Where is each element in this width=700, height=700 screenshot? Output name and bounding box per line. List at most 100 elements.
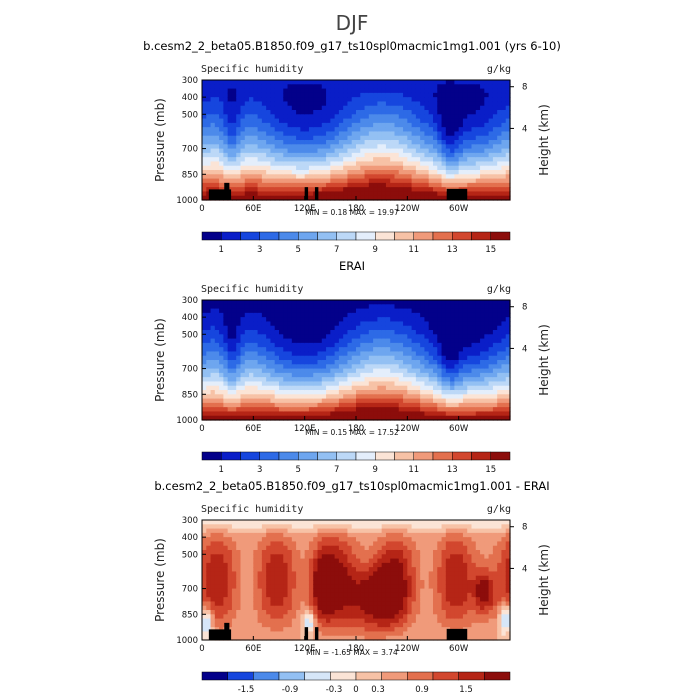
contour-cell — [223, 110, 229, 115]
contour-cell — [488, 330, 494, 335]
contour-cell — [437, 381, 443, 387]
contour-cell — [428, 152, 434, 158]
contour-cell — [210, 152, 216, 158]
contour-cell — [300, 351, 306, 357]
contour-cell — [287, 631, 293, 637]
contour-cell — [274, 390, 280, 395]
contour-cell — [236, 321, 242, 327]
contour-cell — [471, 325, 477, 331]
contour-cell — [505, 394, 511, 400]
contour-cell — [407, 368, 413, 374]
contour-cell — [279, 532, 284, 538]
contour-cell — [467, 334, 473, 340]
contour-cell — [467, 325, 473, 331]
contour-cell — [471, 195, 477, 201]
contour-cell — [244, 101, 250, 107]
contour-cell — [437, 372, 443, 378]
contour-cell — [441, 330, 447, 335]
contour-cell — [420, 330, 426, 335]
contour-cell — [274, 84, 280, 90]
contour-cell — [236, 622, 242, 628]
contour-cell — [415, 347, 421, 353]
contour-cell — [223, 80, 229, 85]
contour-cell — [214, 152, 220, 158]
contour-cell — [219, 118, 224, 124]
contour-cell — [214, 580, 220, 585]
contour-cell — [223, 105, 229, 111]
contour-cell — [356, 390, 361, 395]
contour-cell — [219, 101, 224, 107]
contour-cell — [326, 140, 331, 145]
contour-cell — [279, 567, 284, 573]
contour-cell — [360, 381, 366, 387]
contour-cell — [462, 157, 468, 163]
contour-cell — [488, 170, 494, 175]
contour-cell — [206, 80, 212, 85]
contour-cell — [326, 351, 331, 357]
contour-cell — [480, 101, 485, 107]
contour-cell — [475, 92, 481, 98]
contour-cell — [223, 321, 229, 327]
contour-cell — [321, 334, 327, 340]
contour-cell — [231, 532, 237, 538]
contour-cell — [296, 610, 301, 615]
contour-cell — [326, 165, 331, 171]
contour-cell — [257, 580, 263, 585]
contour-cell — [313, 415, 319, 421]
contour-cell — [420, 161, 426, 167]
contour-cell — [240, 300, 246, 305]
contour-cell — [291, 622, 297, 628]
contour-cell — [266, 364, 272, 370]
contour-cell — [308, 614, 314, 620]
contour-cell — [450, 317, 455, 323]
contour-cell — [266, 360, 272, 365]
contour-cell — [407, 170, 413, 175]
contour-cell — [236, 195, 242, 201]
contour-cell — [210, 127, 216, 133]
contour-cell — [308, 627, 314, 633]
contour-cell — [326, 157, 331, 163]
contour-cell — [377, 84, 383, 90]
contour-cell — [411, 88, 417, 94]
contour-cell — [244, 187, 250, 193]
contour-cell — [475, 368, 481, 374]
contour-cell — [424, 88, 430, 94]
contour-cell — [403, 101, 408, 107]
contour-cell — [501, 101, 507, 107]
contour-cell — [261, 631, 267, 637]
contour-cell — [433, 351, 438, 357]
contour-cell — [347, 321, 353, 327]
contour-cell — [501, 381, 507, 387]
contour-cell — [313, 601, 319, 607]
contour-cell — [300, 580, 306, 585]
contour-cell — [249, 415, 254, 421]
contour-cell — [501, 368, 507, 374]
contour-cell — [420, 372, 426, 378]
contour-cell — [300, 368, 306, 374]
contour-cell — [497, 110, 503, 115]
contour-cell — [202, 161, 207, 167]
contour-cell — [283, 605, 289, 611]
contour-cell — [261, 122, 267, 128]
contour-cell — [351, 372, 357, 378]
contour-cell — [253, 520, 259, 525]
contour-cell — [480, 390, 485, 395]
contour-cell — [321, 92, 327, 98]
contour-cell — [223, 528, 229, 534]
contour-cell — [266, 580, 272, 585]
contour-cell — [279, 618, 284, 624]
contour-cell — [364, 80, 370, 85]
contour-cell — [368, 144, 374, 150]
contour-cell — [441, 135, 447, 141]
contour-cell — [304, 520, 310, 525]
contour-cell — [270, 524, 276, 530]
contour-cell — [377, 334, 383, 340]
contour-cell — [240, 554, 246, 560]
contour-cell — [321, 161, 327, 167]
contour-cell — [471, 84, 477, 90]
contour-cell — [437, 312, 443, 318]
contour-cell — [279, 334, 284, 340]
contour-cell — [287, 131, 293, 137]
contour-cell — [458, 372, 464, 378]
contour-cell — [317, 368, 323, 374]
